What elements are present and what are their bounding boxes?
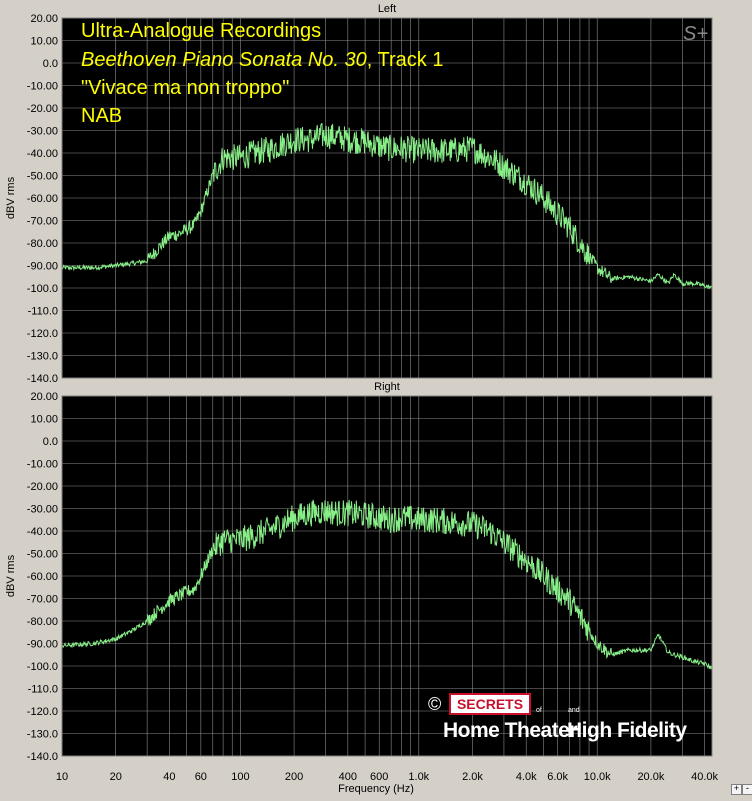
y-tick-label: -10.00	[27, 81, 58, 93]
chart-panel-left: Left 20.00 10.00 0.0 -10.00 -20.00 -30.00 -40.0…	[5, 3, 713, 385]
y-tick-label: -20.00	[27, 103, 58, 115]
y-tick-label: -80.00	[27, 616, 58, 628]
plot-frame-left	[61, 17, 713, 379]
y-axis-label: dBV rms	[5, 176, 17, 219]
y-tick-label: -60.00	[27, 193, 58, 205]
annotation-line-2: Beethoven Piano Sonata No. 30, Track 1	[81, 49, 443, 71]
y-tick-label: -110.0	[28, 684, 58, 696]
y-tick-label: -50.00	[27, 549, 58, 561]
x-tick-label: 20.0k	[637, 771, 664, 783]
plot-frame-right	[61, 395, 713, 757]
y-tick-label: -60.00	[27, 571, 58, 583]
chart-title-right: Right	[374, 381, 400, 393]
annotation-line-1: Ultra-Analogue Recordings	[81, 20, 321, 42]
annotation-line-3: "Vivace ma non troppo"	[81, 77, 289, 99]
y-tick-label: 20.00	[30, 13, 58, 25]
chart-panel-right: Right 20.00 10.00 0.0 -10.00 -20.00 -30.00 -40.…	[5, 381, 713, 763]
y-tick-label: -110.0	[28, 306, 58, 318]
x-tick-label: 40	[163, 771, 175, 783]
x-tick-label: 10	[56, 771, 68, 783]
logo-and: and	[568, 707, 580, 714]
y-tick-label: -40.00	[27, 148, 58, 160]
badge-box	[449, 693, 531, 715]
y-tick-label: -120.0	[27, 328, 58, 340]
y-tick-label: -90.00	[27, 261, 58, 273]
x-tick-label: 20	[110, 771, 122, 783]
x-tick-label: 10.0k	[584, 771, 611, 783]
y-tick-label: -140.0	[27, 751, 58, 763]
y-axis-label: dBV rms	[5, 554, 17, 597]
y-tick-label: -50.00	[27, 171, 58, 183]
x-axis-label: Frequency (Hz)	[338, 783, 414, 795]
zoom-out-button[interactable]: -	[742, 784, 752, 795]
spectrum-trace-left	[61, 122, 713, 290]
y-tick-label: -80.00	[27, 238, 58, 250]
y-tick-label: -30.00	[27, 126, 58, 138]
y-tick-label: -100.0	[27, 661, 58, 673]
y-tick-label: -70.00	[27, 594, 58, 606]
y-tick-label: -70.00	[27, 216, 58, 228]
y-tick-label: 10.00	[30, 36, 58, 48]
y-tick-label: -30.00	[27, 504, 58, 516]
y-tick-label: -130.0	[27, 729, 58, 741]
logo-of: of	[536, 707, 542, 714]
logo-part2: High Fidelity	[567, 719, 687, 742]
y-tick-label: -130.0	[27, 351, 58, 363]
copyright-symbol: ©	[428, 694, 441, 714]
y-tick-label: -140.0	[27, 373, 58, 385]
x-tick-label: 400	[339, 771, 357, 783]
y-tick-label: -20.00	[27, 481, 58, 493]
x-tick-label: 6.0k	[547, 771, 568, 783]
y-tick-label: -40.00	[27, 526, 58, 538]
y-tick-label: 0.0	[43, 58, 58, 70]
x-tick-label: 100	[231, 771, 249, 783]
annotation-line-4: NAB	[81, 105, 122, 127]
y-tick-label: -100.0	[27, 283, 58, 295]
x-tick-label: 200	[285, 771, 303, 783]
y-tick-label: -120.0	[27, 706, 58, 718]
x-tick-label: 1.0k	[408, 771, 429, 783]
x-tick-label: 60	[195, 771, 207, 783]
annotation-block: Ultra-Analogue Recordings Beethoven Piano…	[81, 20, 443, 127]
spectrum-trace-right	[61, 499, 713, 671]
y-tick-label: 20.00	[30, 391, 58, 403]
logo-part1: Home Theater	[443, 719, 577, 742]
x-tick-label: 600	[370, 771, 388, 783]
zoom-in-button[interactable]: +	[731, 784, 742, 795]
y-tick-label: -90.00	[27, 639, 58, 651]
x-tick-label: 2.0k	[462, 771, 483, 783]
chart-title-left: Left	[378, 3, 396, 15]
y-tick-label: 10.00	[30, 414, 58, 426]
y-tick-label: 0.0	[43, 436, 58, 448]
watermark-mark: S+	[683, 23, 708, 45]
y-tick-label: -10.00	[27, 459, 58, 471]
badge-text: SECRETS	[457, 696, 523, 712]
x-tick-label: 4.0k	[516, 771, 537, 783]
x-tick-label: 40.0k	[691, 771, 718, 783]
